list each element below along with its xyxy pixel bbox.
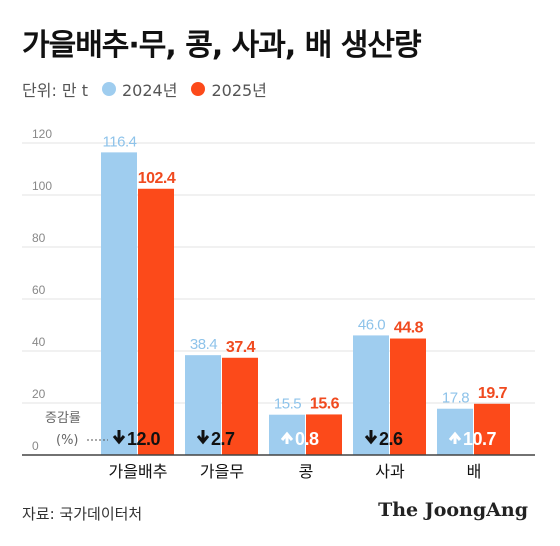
data-label: 116.4 xyxy=(103,133,137,150)
legend-item-2024: 2024년 xyxy=(102,77,177,101)
legend-swatch-2024 xyxy=(102,82,116,96)
data-label: 46.0 xyxy=(358,316,385,333)
data-label: 37.4 xyxy=(226,339,256,356)
bar-2025 xyxy=(474,403,510,455)
data-label: 102.4 xyxy=(138,170,176,187)
bar-2024 xyxy=(101,152,137,456)
data-label: 15.6 xyxy=(310,395,340,412)
legend: 단위: 만 t 2024년 2025년 xyxy=(22,76,281,102)
unit-label: 단위: 만 t xyxy=(22,81,88,100)
change-value: 0.8 xyxy=(295,429,319,449)
change-value: 12.0 xyxy=(127,429,161,449)
bar-2025 xyxy=(306,414,342,455)
data-label: 38.4 xyxy=(190,336,217,353)
arrow-down-icon xyxy=(112,430,126,445)
category-label: 가을배추 xyxy=(109,462,168,481)
legend-label-2024: 2024년 xyxy=(122,81,178,100)
y-tick-label: 60 xyxy=(32,283,46,297)
source-note: 자료: 국가데이터처 xyxy=(22,505,143,523)
data-label: 44.8 xyxy=(394,320,424,337)
change-label: 증감률 xyxy=(45,411,81,426)
arrow-up-icon xyxy=(448,431,462,444)
brand-logo: The JoongAng xyxy=(378,499,528,521)
bar-chart: 0 20 40 60 80 100 120 116.4 102.4 38.4 37.4 15.5 15.… xyxy=(22,127,535,481)
change-value: 10.7 xyxy=(463,429,497,449)
category-label: 배 xyxy=(467,462,482,481)
arrow-up-icon xyxy=(280,431,294,444)
y-tick-label: 0 xyxy=(32,439,39,453)
data-label: 15.5 xyxy=(274,396,301,413)
chart-title: 가을배추·무, 콩, 사과, 배 생산량 xyxy=(22,28,422,63)
y-tick-label: 100 xyxy=(32,179,52,193)
change-value: 2.6 xyxy=(379,429,403,449)
y-tick-label: 120 xyxy=(32,127,52,141)
arrow-down-icon xyxy=(196,430,210,445)
category-label: 가을무 xyxy=(200,462,244,481)
data-label: 17.8 xyxy=(442,390,469,407)
legend-swatch-2025 xyxy=(191,82,206,96)
data-label: 19.7 xyxy=(478,385,508,402)
legend-item-2025: 2025년 xyxy=(191,77,267,101)
category-label: 사과 xyxy=(375,462,405,481)
arrow-down-icon xyxy=(364,430,378,445)
bar-2025 xyxy=(390,338,426,455)
change-value: 2.7 xyxy=(211,429,235,449)
y-tick-label: 40 xyxy=(32,335,46,349)
y-tick-label: 20 xyxy=(32,387,46,401)
y-tick-label: 80 xyxy=(32,231,46,245)
bar-2025 xyxy=(138,188,174,455)
category-label: 콩 xyxy=(299,462,314,481)
legend-label-2025: 2025년 xyxy=(211,81,267,100)
change-unit-label: (%) xyxy=(56,433,79,448)
bar-2025 xyxy=(222,357,258,455)
